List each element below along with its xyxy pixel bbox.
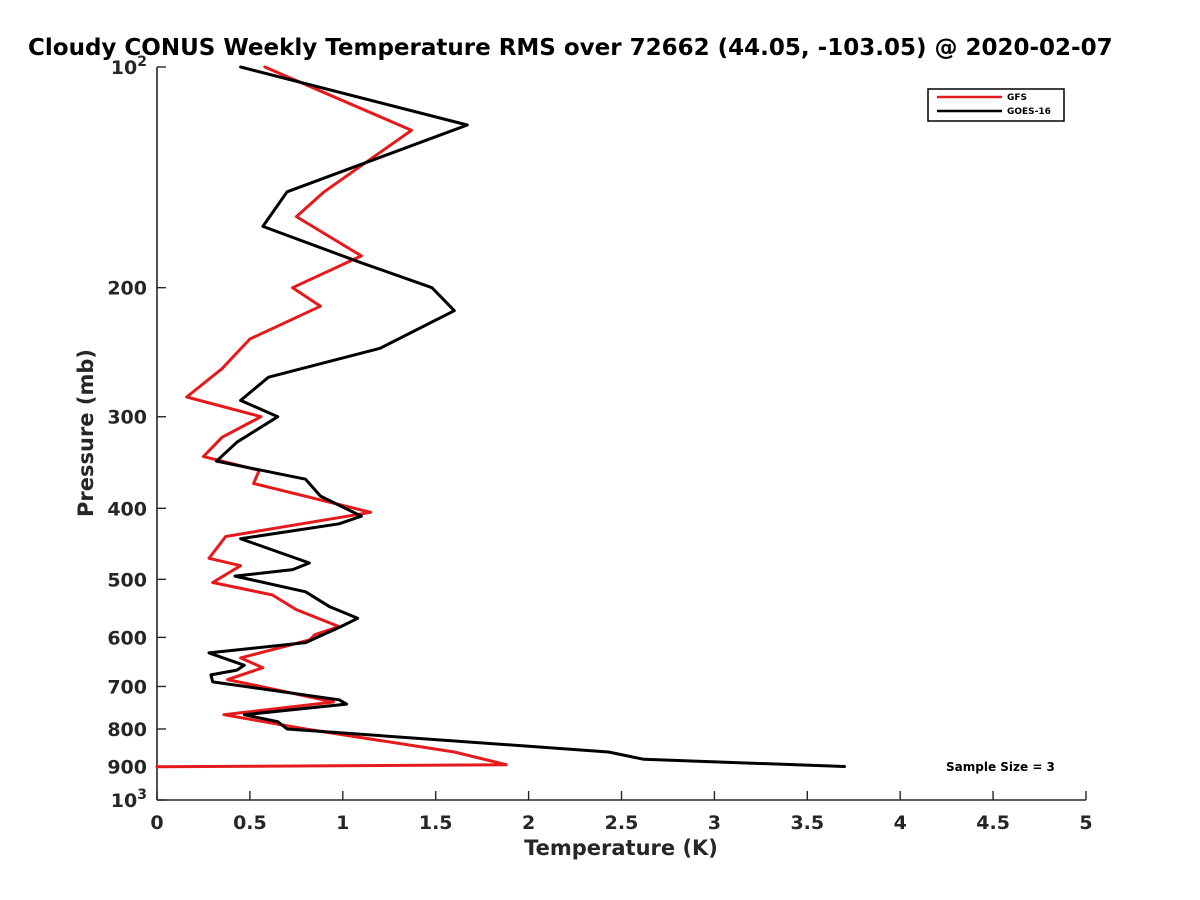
x-tick-label: 3.5: [790, 812, 824, 834]
y-axis-label: Pressure (mb): [74, 349, 98, 517]
series-line-goes16: [207, 65, 846, 768]
x-tick-label: 0: [150, 812, 163, 834]
y-tick-label: 200: [107, 278, 147, 300]
legend-label-goes16: GOES-16: [1007, 107, 1051, 117]
series-line-gfs: [155, 65, 508, 769]
x-tick-label: 2.5: [605, 812, 639, 834]
y-tick-label: 400: [107, 498, 147, 520]
y-tick-label: 300: [107, 407, 147, 429]
x-tick-label: 3: [708, 812, 721, 834]
x-tick-label: 5: [1079, 812, 1092, 834]
x-axis: 0 0.5 1 1.5 2 2.5 3 3.5 4 4.5 5: [150, 791, 1093, 834]
legend-box: [927, 88, 1065, 122]
series-layer: [155, 65, 846, 769]
y-tick-label: 102: [111, 54, 147, 79]
y-tick-label: 800: [107, 719, 147, 741]
x-tick-label: 0.5: [233, 812, 267, 834]
chart-title: Cloudy CONUS Weekly Temperature RMS over…: [28, 35, 1113, 61]
legend: GFS GOES-16: [927, 88, 1065, 122]
sample-size-annotation: Sample Size = 3: [946, 760, 1055, 774]
y-tick-label: 103: [111, 787, 147, 812]
y-tick-label: 600: [107, 627, 147, 649]
legend-label-gfs: GFS: [1007, 93, 1027, 103]
x-tick-label: 4: [894, 812, 907, 834]
y-axis: 102 200 300 400 500 600 700 800 900 103: [107, 54, 166, 812]
y-tick-label: 700: [107, 676, 147, 698]
x-tick-label: 1: [336, 812, 349, 834]
x-axis-label: Temperature (K): [524, 836, 718, 860]
y-tick-label: 900: [107, 756, 147, 778]
y-tick-label: 500: [107, 569, 147, 591]
x-tick-label: 4.5: [976, 812, 1010, 834]
x-tick-label: 1.5: [419, 812, 453, 834]
x-tick-label: 2: [522, 812, 535, 834]
